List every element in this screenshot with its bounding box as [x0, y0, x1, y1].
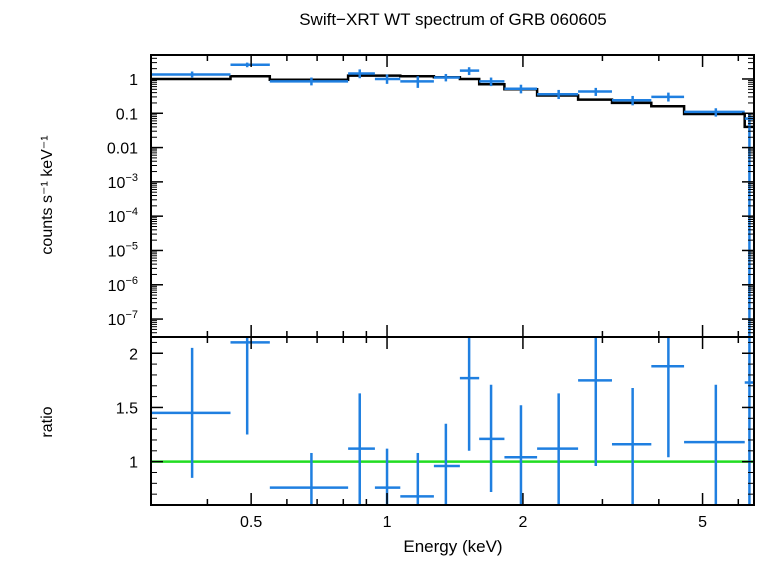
ratio-data-point [433, 423, 460, 505]
spectrum-data-point [611, 95, 652, 106]
ratio-y-tick-label: 1 [129, 455, 138, 472]
spectrum-data-point [374, 74, 401, 84]
spectrum-data-point [400, 76, 434, 88]
ratio-data-point [479, 384, 505, 492]
x-tick-label: 1 [383, 514, 392, 531]
ratio-data-point [537, 393, 579, 505]
ratio-data-point [459, 337, 480, 451]
x-tick-label: 2 [518, 514, 527, 531]
ratio-y-tick-label: 1.5 [116, 400, 138, 417]
spectrum-data-point [269, 77, 349, 86]
y-tick-label: 0.01 [107, 141, 138, 158]
ratio-data-point [611, 387, 652, 505]
y-tick-label: 10−4 [108, 206, 138, 226]
spectrum-data-point [151, 71, 231, 78]
x-tick-label: 5 [698, 514, 707, 531]
x-tick-label: 0.5 [240, 514, 262, 531]
ratio-data-point [269, 452, 349, 505]
spectrum-data-point [537, 89, 579, 100]
ratio-data-point [348, 393, 375, 505]
ratio-panel: 0.5 1 2 5 1 1.5 2 [116, 336, 755, 531]
spectrum-data-point [651, 92, 685, 102]
bottom-y-axis-label: ratio [39, 406, 56, 437]
y-tick-label: 1 [129, 72, 138, 89]
ratio-y-tick-label: 2 [129, 346, 138, 363]
ratio-data-point [578, 337, 612, 466]
model-step-line [151, 74, 754, 129]
ratio-data-point [651, 337, 685, 458]
y-tick-label: 10−5 [108, 240, 138, 260]
ratio-data-point [744, 337, 754, 505]
ratio-data-point [400, 452, 434, 505]
x-axis-label: Energy (keV) [403, 537, 502, 556]
spectrum-data-point [504, 84, 538, 94]
spectrum-data-point [230, 62, 270, 68]
y-tick-label: 10−6 [108, 275, 138, 295]
spectrum-data-point [684, 108, 745, 117]
spectrum-panel: 1 0.1 0.01 10−3 10−4 10−5 10−6 10−7 [107, 54, 755, 338]
ratio-data-point [684, 384, 745, 505]
spectrum-data-point [459, 67, 480, 76]
chart-title: Swift−XRT WT spectrum of GRB 060605 [299, 10, 607, 29]
spectrum-data-point [479, 77, 505, 87]
spectrum-data-point [433, 73, 460, 82]
spectrum-data-point [578, 87, 612, 96]
ratio-data-point [230, 337, 270, 435]
ratio-data-point [151, 347, 231, 478]
ratio-plot-frame [150, 336, 755, 506]
y-tick-label: 0.1 [116, 106, 138, 123]
y-tick-label: 10−3 [108, 172, 138, 192]
spectrum-data-point [348, 69, 375, 79]
top-y-axis-label: counts s⁻¹ keV⁻¹ [39, 135, 56, 254]
ratio-data-point [504, 405, 538, 505]
y-tick-label: 10−7 [108, 309, 138, 329]
